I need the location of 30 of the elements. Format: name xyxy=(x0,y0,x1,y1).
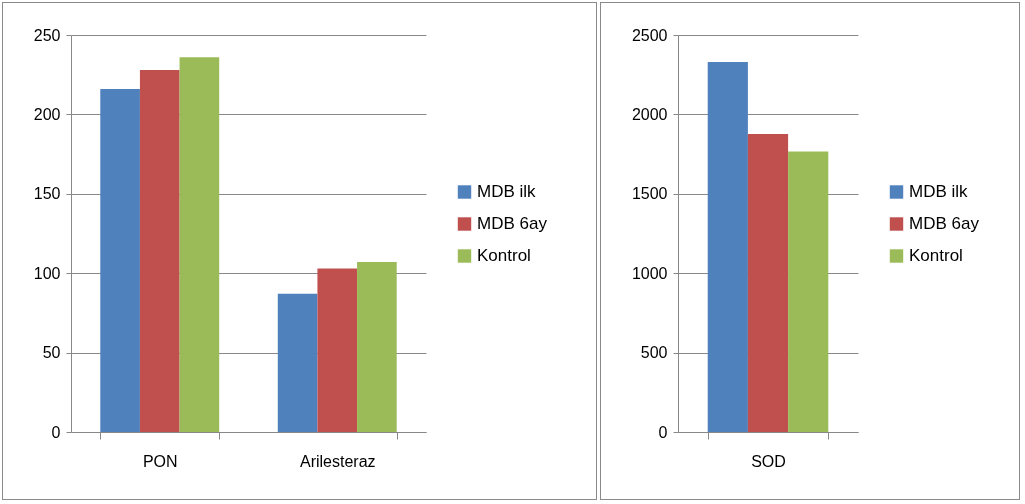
legend-label: MDB 6ay xyxy=(477,214,548,233)
bar xyxy=(788,151,829,432)
y-tick-label: 200 xyxy=(33,105,61,123)
y-tick-label: 1500 xyxy=(631,185,668,203)
y-tick-label: 100 xyxy=(33,264,61,282)
legend-label: MDB ilk xyxy=(909,182,969,201)
legend-label: Kontrol xyxy=(477,246,531,265)
y-tick-label: 1000 xyxy=(631,264,668,282)
y-tick-label: 50 xyxy=(42,344,61,362)
y-tick-label: 150 xyxy=(33,185,61,203)
y-tick-label: 0 xyxy=(51,423,61,441)
legend-label: Kontrol xyxy=(909,246,963,265)
y-tick-label: 2500 xyxy=(631,26,668,44)
bar xyxy=(100,88,140,432)
bar xyxy=(139,69,180,432)
y-tick-label: 500 xyxy=(640,344,668,362)
x-tick-label: PON xyxy=(142,452,178,470)
bar xyxy=(179,57,220,432)
y-tick-label: 0 xyxy=(658,423,668,441)
bar xyxy=(277,293,318,432)
legend-label: MDB 6ay xyxy=(909,214,980,233)
bar xyxy=(747,134,789,432)
bar xyxy=(357,262,397,432)
y-tick-label: 250 xyxy=(33,26,61,44)
x-tick-label: SOD xyxy=(751,452,786,470)
bar xyxy=(707,62,748,432)
y-tick-label: 2000 xyxy=(631,105,668,123)
bar xyxy=(317,268,358,432)
legend-label: MDB ilk xyxy=(477,182,537,201)
x-tick-label: Arilesteraz xyxy=(299,452,376,470)
